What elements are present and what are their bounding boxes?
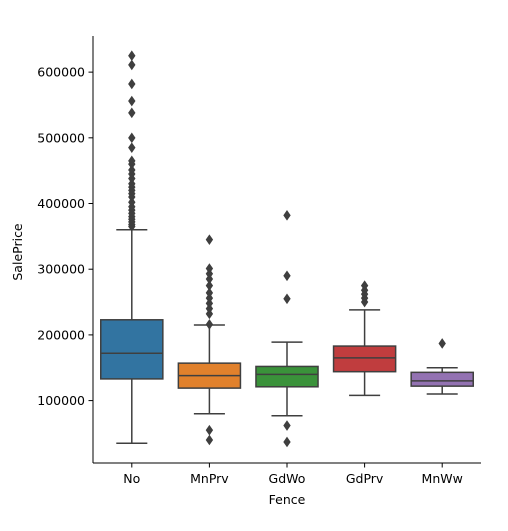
- x-tick-label: MnPrv: [190, 471, 229, 486]
- box-iqr: [255, 365, 319, 388]
- y-tick-label: 400000: [37, 196, 85, 211]
- outlier-point: [205, 319, 214, 330]
- outlier-point: [128, 107, 136, 119]
- boxes-layer: [100, 50, 474, 448]
- outlier-point: [360, 280, 369, 291]
- outlier-point: [128, 155, 136, 167]
- box-group-mnww: [410, 338, 474, 395]
- box-group-gdwo: [255, 210, 319, 448]
- outlier-point: [283, 210, 291, 221]
- outlier-point: [205, 434, 214, 446]
- outlier-point: [283, 436, 291, 448]
- outlier-point: [205, 263, 214, 274]
- outlier-point: [283, 420, 291, 431]
- outlier-point: [438, 338, 446, 349]
- outlier-point: [205, 234, 214, 245]
- y-tick-label: 600000: [37, 65, 85, 80]
- x-tick-label: GdPrv: [346, 471, 384, 486]
- outlier-point: [128, 95, 136, 107]
- y-tick-label: 300000: [37, 262, 85, 277]
- outlier-point: [128, 50, 136, 62]
- x-tick-label: No: [123, 471, 140, 486]
- y-tick-label: 500000: [37, 130, 85, 145]
- outlier-point: [128, 59, 136, 71]
- box-group-no: [100, 50, 164, 445]
- outlier-point: [283, 270, 291, 282]
- outlier-point: [283, 293, 291, 305]
- outlier-point: [205, 287, 214, 299]
- box-group-gdprv: [332, 280, 397, 397]
- y-axis-label: SalePrice: [10, 223, 25, 281]
- outlier-point: [128, 142, 136, 153]
- outlier-point: [128, 132, 136, 144]
- outlier-point: [205, 424, 214, 436]
- outlier-point: [128, 164, 136, 176]
- x-tick-label: GdWo: [269, 471, 306, 486]
- y-tick-label: 100000: [37, 393, 85, 408]
- y-tick-label: 200000: [37, 327, 85, 342]
- outlier-point: [128, 78, 136, 90]
- box-iqr: [410, 371, 474, 387]
- ticks-layer: 100000 200000 300000 400000 500000 600000 No Mn…: [37, 65, 463, 486]
- outlier-point: [205, 280, 214, 291]
- box-group-mnprv: [177, 234, 242, 446]
- box-iqr: [332, 345, 397, 373]
- x-axis-label: Fence: [269, 492, 306, 507]
- box-iqr: [100, 319, 164, 380]
- x-tick-label: MnWw: [422, 471, 463, 486]
